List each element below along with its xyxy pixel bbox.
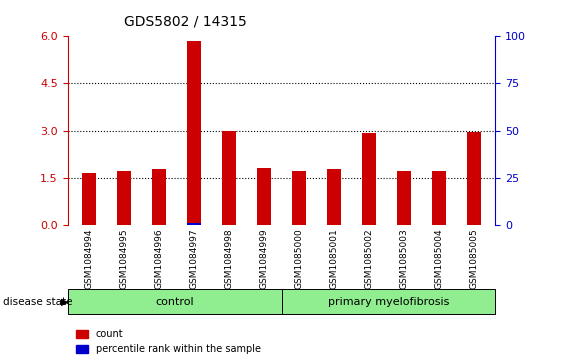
Text: GSM1085002: GSM1085002 (365, 228, 374, 289)
Text: GSM1085004: GSM1085004 (435, 228, 444, 289)
Bar (432, 171, 446, 225)
Bar (257, 168, 271, 225)
Legend: count, percentile rank within the sample: count, percentile rank within the sample (73, 326, 265, 358)
Text: GSM1084999: GSM1084999 (260, 228, 269, 289)
Bar (187, 223, 201, 225)
Text: GSM1085000: GSM1085000 (294, 228, 303, 289)
Bar (152, 170, 166, 225)
Text: ▶: ▶ (61, 297, 69, 307)
Bar (187, 41, 201, 225)
Bar (82, 173, 96, 225)
Text: GSM1084995: GSM1084995 (119, 228, 128, 289)
Text: GSM1084997: GSM1084997 (189, 228, 198, 289)
Bar (68, 289, 282, 314)
Bar (117, 171, 131, 225)
Bar (222, 131, 236, 225)
Text: GSM1085001: GSM1085001 (329, 228, 338, 289)
Text: GSM1084996: GSM1084996 (154, 228, 163, 289)
Text: disease state: disease state (3, 297, 72, 307)
Bar (292, 171, 306, 225)
Text: GDS5802 / 14315: GDS5802 / 14315 (124, 15, 247, 28)
Bar (362, 133, 376, 225)
Text: GSM1084994: GSM1084994 (84, 228, 93, 289)
Text: control: control (155, 297, 194, 307)
Bar (282, 289, 495, 314)
Text: primary myelofibrosis: primary myelofibrosis (328, 297, 449, 307)
Bar (467, 132, 481, 225)
Text: GSM1084998: GSM1084998 (225, 228, 234, 289)
Text: GSM1085003: GSM1085003 (400, 228, 409, 289)
Bar (397, 171, 411, 225)
Bar (327, 169, 341, 225)
Text: GSM1085005: GSM1085005 (470, 228, 479, 289)
